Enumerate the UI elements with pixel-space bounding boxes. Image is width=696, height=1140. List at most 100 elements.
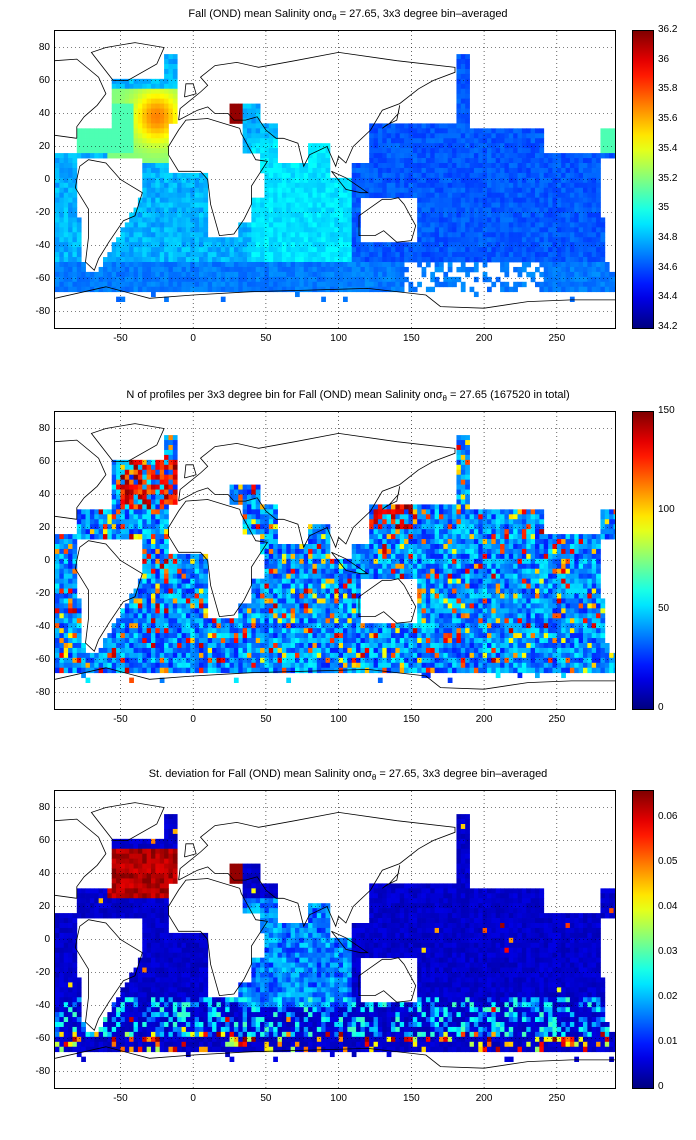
map-cell [434, 187, 440, 194]
map-cell [596, 207, 601, 213]
map-cell [137, 474, 143, 481]
map-cell [281, 167, 287, 174]
map-cell [578, 573, 584, 580]
map-cell [325, 252, 331, 258]
map-cell [439, 262, 444, 268]
map-cell [351, 271, 357, 278]
map-cell [260, 514, 265, 520]
map-cell [177, 262, 182, 268]
map-cell [583, 573, 588, 580]
map-cell [460, 524, 466, 530]
map-cell [469, 167, 475, 174]
map-cell [591, 227, 597, 233]
map-cell [456, 103, 462, 109]
map-cell [151, 232, 156, 238]
map-cell [425, 563, 431, 570]
map-cell [465, 83, 470, 90]
map-cell [465, 266, 470, 273]
map-cell [273, 207, 278, 213]
map-cell [539, 548, 545, 555]
map-cell [312, 182, 318, 189]
map-cell [321, 207, 326, 213]
map-cell [229, 247, 235, 253]
map-cell [168, 252, 174, 258]
map-cell [500, 544, 505, 550]
map-cell [111, 153, 117, 159]
map-cell [247, 519, 252, 525]
map-cell [116, 88, 121, 95]
map-cell [491, 222, 497, 228]
map-cell [295, 197, 300, 203]
map-cell [548, 286, 553, 293]
map-cell [526, 192, 532, 199]
map-cell [172, 83, 178, 90]
map-cell [299, 568, 305, 575]
map-cell [478, 217, 484, 223]
map-cell [487, 509, 492, 515]
map-cell [347, 227, 353, 233]
map-cell [351, 573, 357, 580]
map-cell [513, 212, 518, 218]
map-cell [517, 163, 523, 169]
map-cell [129, 489, 134, 495]
map-cell [391, 281, 396, 288]
map-cell [404, 148, 409, 154]
map-cell [316, 187, 322, 194]
map-cell [391, 167, 396, 174]
map-cell [85, 128, 91, 134]
map-cell [142, 539, 148, 545]
map-cell [382, 192, 388, 199]
map-cell [151, 172, 156, 179]
map-cell [185, 177, 191, 184]
map-cell [68, 202, 73, 208]
map-cell [151, 133, 156, 139]
map-cell [247, 138, 252, 144]
map-cell [556, 222, 562, 228]
map-cell [312, 548, 318, 555]
map-cell [543, 276, 549, 283]
map-cell [399, 558, 405, 565]
map-cell [530, 187, 536, 194]
map-cell [233, 108, 239, 114]
map-cell [325, 187, 331, 194]
map-cell [478, 257, 484, 263]
map-cell [591, 558, 597, 565]
map-cell [190, 192, 196, 199]
map-cell [473, 524, 479, 530]
map-cell [425, 197, 431, 203]
map-cell [203, 276, 209, 283]
map-cell [460, 93, 466, 100]
map-cell [469, 148, 475, 154]
map-cell [124, 281, 130, 288]
map-cell [421, 257, 427, 263]
map-cell [329, 227, 335, 233]
map-cell [460, 167, 466, 174]
map-cell [508, 568, 514, 575]
map-cell [81, 262, 86, 268]
map-cell [391, 128, 396, 134]
map-cell [539, 509, 545, 515]
map-cell [68, 153, 73, 159]
map-cell [68, 177, 73, 184]
map-cell [369, 568, 374, 575]
map-cell [604, 281, 610, 288]
map-cell [273, 237, 278, 243]
map-cell [596, 257, 601, 263]
map-cell [124, 494, 130, 500]
map-cell [447, 148, 453, 154]
map-cell [443, 163, 449, 169]
map-cell [120, 237, 126, 243]
map-cell [465, 227, 470, 233]
map-cell [151, 271, 156, 278]
map-cell [373, 573, 379, 580]
map-cell [168, 88, 174, 95]
map-cell [469, 232, 475, 238]
map-cell [347, 578, 353, 584]
map-cell [460, 558, 466, 565]
map-cell [439, 163, 444, 169]
map-cell [116, 479, 121, 485]
map-cell [264, 158, 270, 164]
map-cell [181, 271, 187, 278]
map-cell [124, 222, 130, 228]
map-cell [264, 286, 270, 293]
